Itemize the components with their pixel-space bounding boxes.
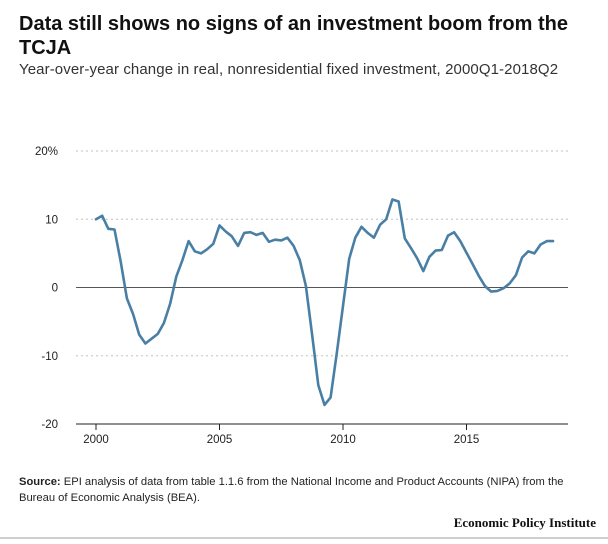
x-tick-label: 2005 — [207, 434, 233, 446]
source-label: Source: — [19, 476, 61, 488]
chart-subtitle: Year-over-year change in real, nonreside… — [19, 61, 559, 78]
axis-ticks: 20% 10 0 -10 -20 2000 2005 2010 2015 — [35, 146, 479, 446]
y-tick-label: 10 — [45, 214, 58, 226]
chart-title: Data still shows no signs of an investme… — [19, 13, 568, 59]
source-text: EPI analysis of data from table 1.1.6 fr… — [19, 476, 564, 504]
footer-rule — [0, 537, 608, 539]
series-line — [94, 198, 555, 407]
y-tick-label: 20% — [35, 146, 58, 158]
source-note: Source: EPI analysis of data from table … — [19, 474, 594, 506]
y-tick-label: -10 — [41, 351, 58, 363]
x-tick-label: 2000 — [83, 434, 109, 446]
y-tick-label: 0 — [52, 283, 58, 295]
y-tick-label: -20 — [41, 419, 58, 431]
line-chart: 20% 10 0 -10 -20 2000 2005 2010 2015 — [35, 146, 568, 446]
gridlines — [76, 150, 568, 425]
brand-logo: Economic Policy Institute — [453, 515, 596, 530]
x-tick-label: 2015 — [454, 434, 480, 446]
x-tick-label: 2010 — [330, 434, 356, 446]
series-layer — [94, 198, 555, 407]
